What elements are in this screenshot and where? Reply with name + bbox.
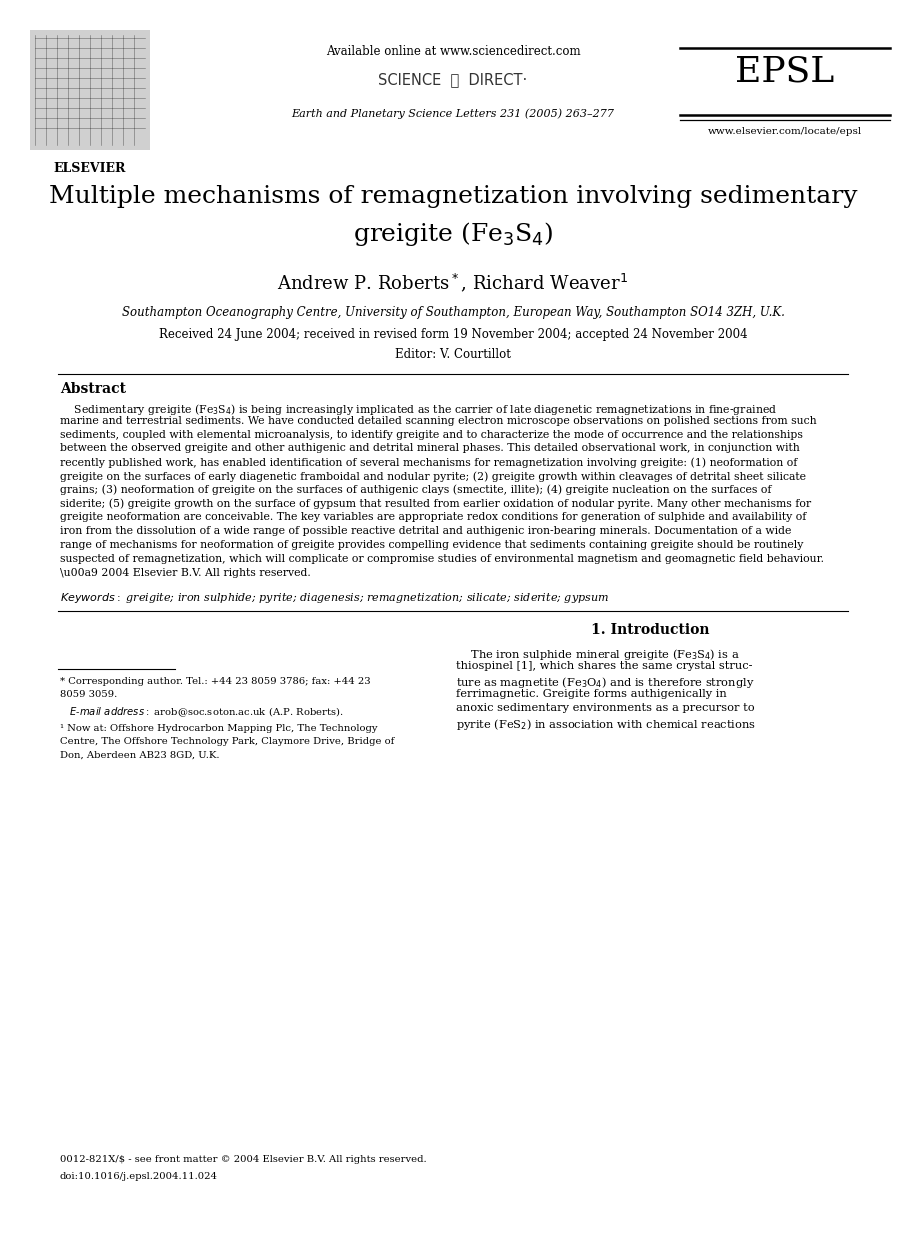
Text: ture as magnetite (Fe$_3$O$_4$) and is therefore strongly: ture as magnetite (Fe$_3$O$_4$) and is t… [456, 676, 755, 691]
Text: Southampton Oceanography Centre, University of Southampton, European Way, Southa: Southampton Oceanography Centre, Univers… [122, 306, 785, 319]
Text: between the observed greigite and other authigenic and detrital mineral phases. : between the observed greigite and other … [60, 443, 800, 453]
Text: Editor: V. Courtillot: Editor: V. Courtillot [395, 348, 511, 361]
Text: Earth and Planetary Science Letters 231 (2005) 263–277: Earth and Planetary Science Letters 231 … [291, 108, 615, 119]
Text: 0012-821X/$ - see front matter © 2004 Elsevier B.V. All rights reserved.: 0012-821X/$ - see front matter © 2004 El… [60, 1155, 426, 1164]
Text: pyrite (FeS$_2$) in association with chemical reactions: pyrite (FeS$_2$) in association with che… [456, 717, 756, 733]
Text: Don, Aberdeen AB23 8GD, U.K.: Don, Aberdeen AB23 8GD, U.K. [60, 750, 219, 759]
Text: greigite on the surfaces of early diagenetic framboidal and nodular pyrite; (2) : greigite on the surfaces of early diagen… [60, 470, 806, 482]
Text: The iron sulphide mineral greigite (Fe$_3$S$_4$) is a: The iron sulphide mineral greigite (Fe$_… [456, 647, 739, 662]
Text: SCIENCE  ⓓ  DIRECT·: SCIENCE ⓓ DIRECT· [378, 72, 528, 87]
Text: thiospinel [1], which shares the same crystal struc-: thiospinel [1], which shares the same cr… [456, 661, 753, 671]
Text: $\it{Keywords:}$ greigite; iron sulphide; pyrite; diagenesis; remagnetization; s: $\it{Keywords:}$ greigite; iron sulphide… [60, 592, 610, 605]
Text: suspected of remagnetization, which will complicate or compromise studies of env: suspected of remagnetization, which will… [60, 553, 824, 563]
Text: Andrew P. Roberts$^*$, Richard Weaver$^1$: Andrew P. Roberts$^*$, Richard Weaver$^1… [278, 272, 629, 295]
Text: Sedimentary greigite (Fe$_3$S$_4$) is being increasingly implicated as the carri: Sedimentary greigite (Fe$_3$S$_4$) is be… [60, 402, 777, 417]
Text: Available online at www.sciencedirect.com: Available online at www.sciencedirect.co… [326, 45, 580, 58]
Text: iron from the dissolution of a wide range of possible reactive detrital and auth: iron from the dissolution of a wide rang… [60, 526, 792, 536]
Text: siderite; (5) greigite growth on the surface of gypsum that resulted from earlie: siderite; (5) greigite growth on the sur… [60, 499, 811, 509]
Text: anoxic sedimentary environments as a precursor to: anoxic sedimentary environments as a pre… [456, 703, 755, 713]
Text: Received 24 June 2004; received in revised form 19 November 2004; accepted 24 No: Received 24 June 2004; received in revis… [159, 328, 747, 340]
Text: \u00a9 2004 Elsevier B.V. All rights reserved.: \u00a9 2004 Elsevier B.V. All rights res… [60, 567, 311, 578]
Text: doi:10.1016/j.epsl.2004.11.024: doi:10.1016/j.epsl.2004.11.024 [60, 1172, 218, 1181]
Text: greigite neoformation are conceivable. The key variables are appropriate redox c: greigite neoformation are conceivable. T… [60, 513, 806, 522]
Text: EPSL: EPSL [736, 54, 834, 89]
Text: 1. Introduction: 1. Introduction [590, 624, 709, 638]
Text: ELSEVIER: ELSEVIER [54, 162, 126, 175]
Text: 8059 3059.: 8059 3059. [60, 691, 117, 699]
Text: * Corresponding author. Tel.: +44 23 8059 3786; fax: +44 23: * Corresponding author. Tel.: +44 23 805… [60, 677, 371, 686]
Text: Abstract: Abstract [60, 383, 126, 396]
Text: greigite (Fe$_3$S$_4$): greigite (Fe$_3$S$_4$) [353, 220, 553, 248]
Text: Centre, The Offshore Technology Park, Claymore Drive, Bridge of: Centre, The Offshore Technology Park, Cl… [60, 738, 395, 747]
Text: recently published work, has enabled identification of several mechanisms for re: recently published work, has enabled ide… [60, 457, 797, 468]
Text: sediments, coupled with elemental microanalysis, to identify greigite and to cha: sediments, coupled with elemental microa… [60, 430, 803, 439]
Bar [30, 30, 150, 150]
Text: ¹ Now at: Offshore Hydrocarbon Mapping Plc, The Technology: ¹ Now at: Offshore Hydrocarbon Mapping P… [60, 724, 377, 733]
Text: www.elsevier.com/locate/epsl: www.elsevier.com/locate/epsl [707, 128, 863, 136]
Text: ferrimagnetic. Greigite forms authigenically in: ferrimagnetic. Greigite forms authigenic… [456, 690, 727, 699]
Text: Multiple mechanisms of remagnetization involving sedimentary: Multiple mechanisms of remagnetization i… [49, 184, 857, 208]
Text: range of mechanisms for neoformation of greigite provides compelling evidence th: range of mechanisms for neoformation of … [60, 540, 804, 550]
Text: marine and terrestrial sediments. We have conducted detailed scanning electron m: marine and terrestrial sediments. We hav… [60, 416, 816, 426]
Text: grains; (3) neoformation of greigite on the surfaces of authigenic clays (smecti: grains; (3) neoformation of greigite on … [60, 485, 772, 495]
Text: $\it{E}$-$\it{mail\ address:}$ arob@soc.soton.ac.uk (A.P. Roberts).: $\it{E}$-$\it{mail\ address:}$ arob@soc.… [60, 706, 344, 719]
